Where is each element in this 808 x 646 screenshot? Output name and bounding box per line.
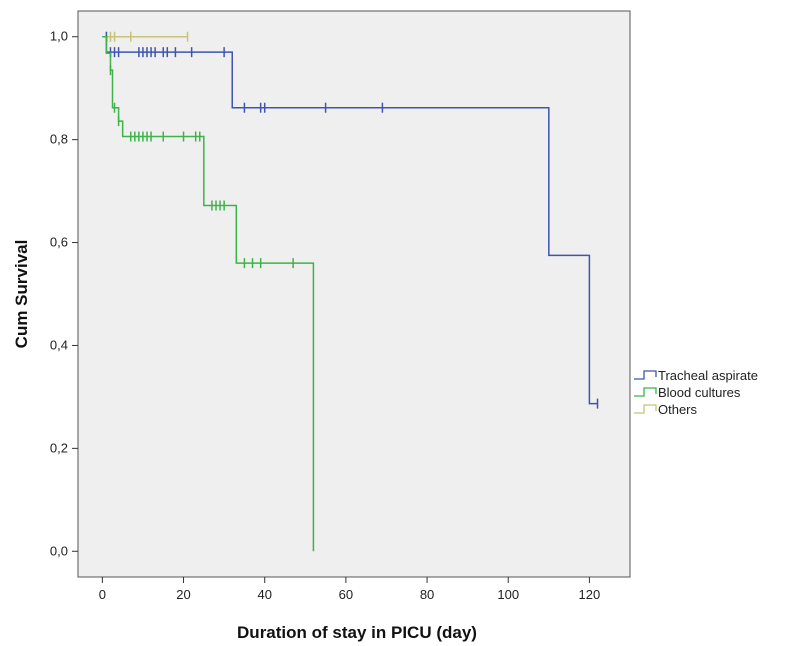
x-tick-label: 20 xyxy=(176,587,190,602)
x-axis: 0 20 40 60 80 100 120 xyxy=(99,577,601,602)
y-axis: 0,0 0,2 0,4 0,6 0,8 1,0 xyxy=(50,29,78,558)
x-tick-label: 60 xyxy=(339,587,353,602)
y-tick-label: 0,0 xyxy=(50,543,68,558)
plot-area xyxy=(77,10,631,578)
legend-label: Tracheal aspirate xyxy=(658,368,758,383)
legend-label: Blood cultures xyxy=(658,385,741,400)
x-axis-title: Duration of stay in PICU (day) xyxy=(237,623,477,642)
y-tick-label: 0,4 xyxy=(50,337,68,352)
series-blood-cultures xyxy=(102,35,315,552)
legend-swatch xyxy=(634,387,657,397)
legend-item-tracheal-aspirate: Tracheal aspirate xyxy=(634,368,758,383)
y-tick-label: 0,8 xyxy=(50,132,68,147)
legend: Tracheal aspirate Blood cultures Others xyxy=(634,368,758,417)
x-tick-label: 120 xyxy=(579,587,601,602)
y-tick-label: 0,6 xyxy=(50,235,68,250)
y-tick-label: 1,0 xyxy=(50,29,68,44)
x-tick-label: 40 xyxy=(257,587,271,602)
y-tick-label: 0,2 xyxy=(50,440,68,455)
x-tick-label: 0 xyxy=(99,587,106,602)
x-tick-label: 100 xyxy=(497,587,519,602)
x-tick-label: 80 xyxy=(420,587,434,602)
legend-swatch xyxy=(634,370,657,380)
legend-item-others: Others xyxy=(634,402,698,417)
legend-label: Others xyxy=(658,402,698,417)
series-layer xyxy=(102,31,599,552)
legend-item-blood-cultures: Blood cultures xyxy=(634,385,741,400)
y-axis-title: Cum Survival xyxy=(12,240,31,349)
legend-swatch xyxy=(634,404,657,414)
